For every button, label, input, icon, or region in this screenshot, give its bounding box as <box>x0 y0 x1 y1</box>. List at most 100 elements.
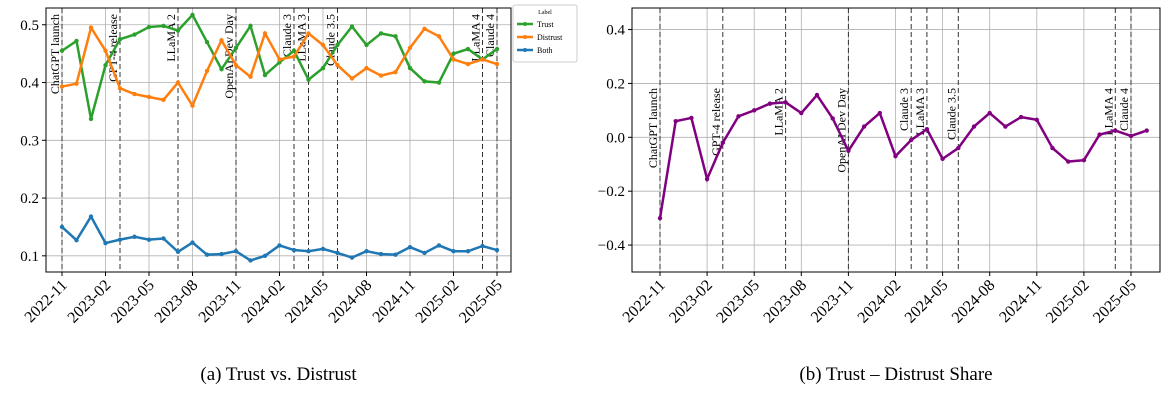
event-label: LLaMA 4 <box>1101 88 1115 136</box>
y-tick-label: −0.4 <box>598 238 626 254</box>
data-point <box>74 238 79 243</box>
data-point <box>233 45 239 51</box>
data-point <box>132 234 137 239</box>
x-tick-label: 2023-08 <box>152 277 202 327</box>
y-tick-label: 0.5 <box>20 18 39 34</box>
plot-frame <box>631 7 1161 273</box>
data-point <box>465 46 471 52</box>
event-label: LLaMA 2 <box>164 14 178 62</box>
data-point <box>436 80 442 85</box>
data-point <box>422 250 427 256</box>
data-point <box>814 92 820 98</box>
data-point <box>335 62 340 68</box>
data-point <box>1113 128 1118 133</box>
data-point <box>219 38 224 43</box>
data-point <box>494 247 500 253</box>
data-point <box>407 45 413 51</box>
data-point <box>233 62 239 68</box>
data-point <box>689 115 694 121</box>
event-label: OpenAI Dev Day <box>834 88 848 173</box>
data-point <box>190 103 195 108</box>
y-tick-label: 0.4 <box>606 23 625 39</box>
data-point <box>117 237 123 242</box>
legend-box <box>512 4 578 63</box>
data-point <box>248 258 253 263</box>
event-label: Claude 4 <box>483 14 497 57</box>
data-point <box>59 48 65 53</box>
data-point <box>320 246 326 252</box>
x-tick-label: 2024-05 <box>902 277 952 327</box>
chart: −0.4−0.20.00.20.42022-112023-022023-0520… <box>598 7 1161 385</box>
x-tick-label: 2023-11 <box>808 277 857 326</box>
series-line <box>658 92 1148 219</box>
data-point <box>306 31 311 36</box>
data-point <box>1066 159 1071 164</box>
data-point <box>407 65 413 71</box>
event-label: Claude 4 <box>1117 88 1131 131</box>
data-point <box>320 65 326 71</box>
data-point <box>161 23 166 29</box>
data-point <box>1144 128 1149 133</box>
data-point <box>204 39 210 45</box>
x-tick-label: 2024-08 <box>326 277 376 327</box>
data-point <box>436 243 442 248</box>
data-point <box>219 251 224 257</box>
data-point <box>103 240 108 246</box>
event-label: ChatGPT launch <box>646 88 660 168</box>
y-tick-label: 0.1 <box>20 249 39 265</box>
data-point <box>436 34 442 39</box>
data-point <box>451 57 456 62</box>
data-point <box>956 145 961 151</box>
data-point <box>494 46 500 52</box>
data-point <box>924 127 930 132</box>
data-point <box>306 77 311 82</box>
x-tick-label: 2024-02 <box>239 277 289 327</box>
data-point <box>291 247 297 253</box>
data-point <box>161 236 166 241</box>
data-point <box>117 86 123 91</box>
data-point <box>480 57 485 62</box>
data-point <box>335 250 340 256</box>
legend-marker <box>523 48 527 52</box>
event-label: Claude 3.5 <box>324 14 338 66</box>
data-point <box>306 249 311 254</box>
x-tick-label: 2025-05 <box>1090 277 1140 327</box>
chart: 0.10.20.30.40.52022-112023-022023-052023… <box>20 4 578 385</box>
legend-marker <box>523 22 527 26</box>
data-point <box>103 48 108 53</box>
data-point <box>233 249 239 254</box>
data-point <box>494 61 500 67</box>
legend-label: Trust <box>537 20 554 29</box>
x-tick-label: 2022-11 <box>620 277 669 326</box>
data-point <box>1097 132 1102 137</box>
data-point <box>1003 124 1008 129</box>
x-tick-label: 2025-02 <box>413 277 463 327</box>
data-point <box>175 28 181 33</box>
data-point <box>59 224 65 230</box>
x-tick-label: 2025-02 <box>1043 277 1093 327</box>
data-point <box>219 67 224 72</box>
data-point <box>1128 133 1134 139</box>
data-point <box>103 62 108 68</box>
data-point <box>893 153 898 159</box>
data-point <box>451 249 456 254</box>
event-label: Claude 3 <box>897 88 911 131</box>
legend-marker <box>523 35 527 39</box>
data-point <box>422 26 427 31</box>
data-point <box>88 116 94 122</box>
x-tick-label: 2022-11 <box>22 277 71 326</box>
data-point <box>861 124 867 129</box>
data-point <box>1034 117 1040 122</box>
data-point <box>59 84 65 89</box>
data-point <box>277 243 282 248</box>
data-point <box>175 80 181 85</box>
x-tick-label: 2024-05 <box>282 277 332 327</box>
data-point <box>349 76 355 81</box>
y-tick-label: −0.2 <box>598 184 625 200</box>
legend-title: Label <box>538 10 552 16</box>
x-tick-label: 2024-11 <box>996 277 1045 326</box>
data-point <box>132 91 137 97</box>
data-point <box>349 255 355 260</box>
data-point <box>190 240 195 245</box>
data-point <box>320 42 326 48</box>
